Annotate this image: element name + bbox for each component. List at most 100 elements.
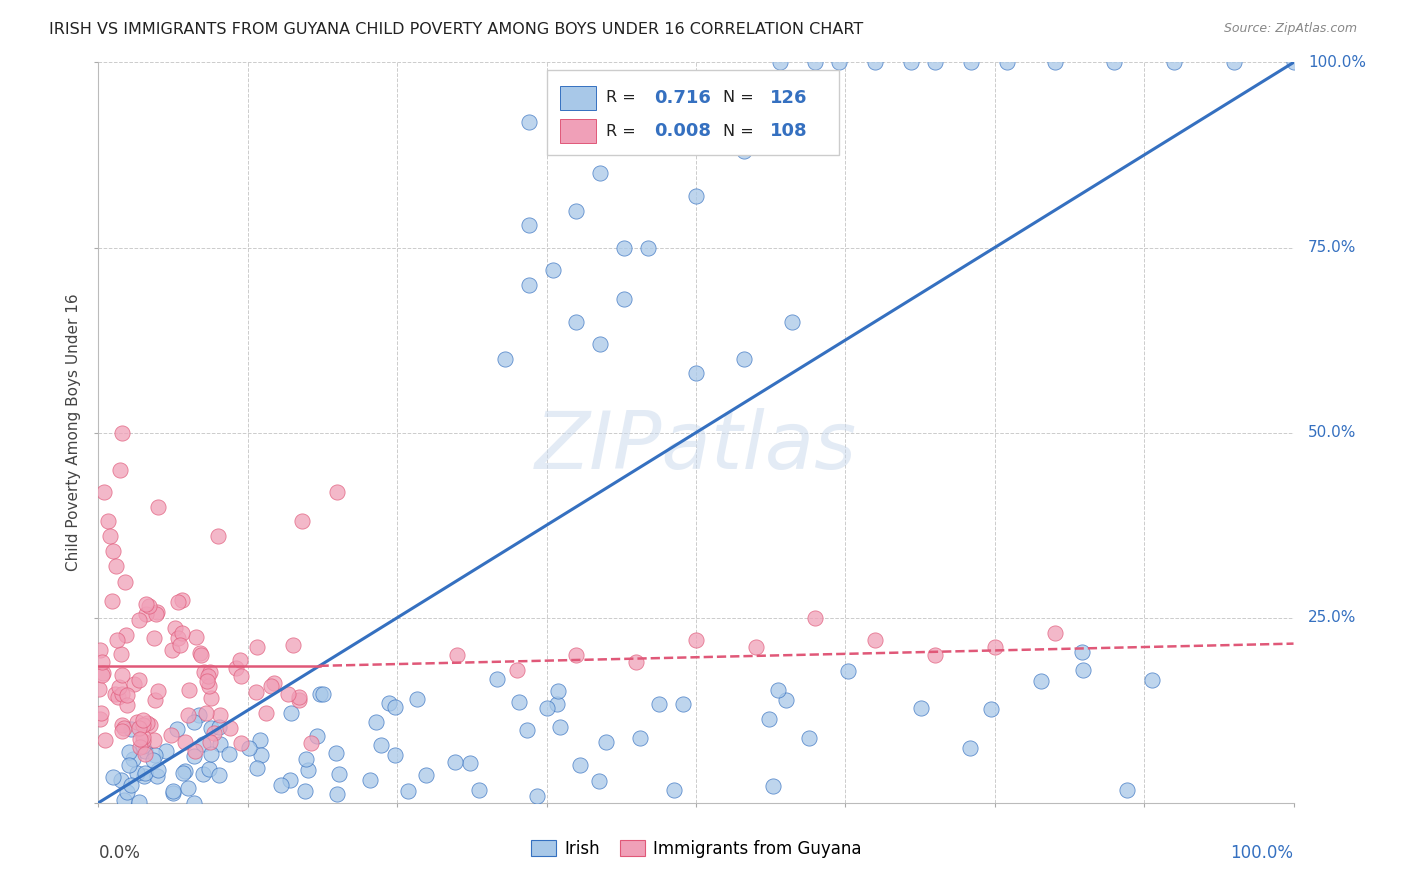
Point (263, 675, 285, 690)
Text: 100.0%: 100.0% (1230, 844, 1294, 862)
Point (396, 784, 419, 798)
Point (294, 783, 316, 797)
Point (328, 767, 350, 781)
Point (132, 717, 155, 731)
Point (108, 462, 131, 476)
Point (281, 638, 304, 652)
Point (132, 769, 155, 783)
Point (148, 684, 170, 698)
Point (218, 747, 240, 761)
Point (377, 696, 399, 710)
Point (526, 789, 548, 804)
Point (198, 665, 221, 679)
Point (143, 747, 166, 762)
Point (546, 697, 568, 711)
Point (112, 721, 135, 735)
Text: 75.0%: 75.0% (1308, 240, 1357, 255)
Point (132, 730, 155, 744)
Point (122, 677, 145, 691)
Point (129, 731, 152, 746)
Point (260, 679, 283, 693)
Point (797, 731, 820, 745)
Point (163, 622, 186, 636)
Point (1071, 663, 1094, 677)
Point (238, 740, 260, 755)
Point (924, 648, 946, 662)
Point (101, 593, 124, 607)
Point (114, 574, 136, 589)
Text: 0.716: 0.716 (654, 89, 711, 107)
Point (200, 721, 222, 735)
Point (111, 687, 134, 701)
Point (177, 708, 200, 723)
Point (613, 240, 636, 255)
Point (117, 688, 139, 702)
Text: 126: 126 (770, 89, 807, 107)
Point (733, 351, 755, 366)
Point (1043, 55, 1066, 70)
Point (1140, 673, 1163, 688)
Point (128, 796, 150, 810)
Text: 100.0%: 100.0% (1308, 55, 1365, 70)
Point (195, 706, 218, 720)
Point (1071, 645, 1094, 659)
Point (134, 743, 156, 757)
Point (118, 757, 141, 772)
Point (733, 145, 755, 159)
Point (685, 632, 707, 647)
Point (1029, 673, 1052, 688)
Point (1043, 625, 1066, 640)
Point (384, 699, 406, 714)
Point (295, 752, 318, 766)
Point (995, 55, 1018, 70)
Point (89, 712, 111, 726)
Point (162, 786, 184, 800)
Point (89, 682, 111, 697)
Point (291, 515, 314, 529)
Point (565, 648, 588, 662)
FancyBboxPatch shape (560, 120, 596, 143)
Point (172, 626, 194, 640)
Point (148, 763, 170, 777)
Point (122, 752, 145, 766)
Text: Source: ZipAtlas.com: Source: ZipAtlas.com (1223, 22, 1357, 36)
Point (865, 55, 887, 70)
Point (517, 114, 540, 128)
Point (588, 773, 610, 788)
Point (589, 166, 612, 180)
Point (125, 714, 148, 729)
Point (177, 780, 200, 795)
Point (685, 367, 707, 381)
Point (208, 720, 231, 734)
Point (166, 722, 188, 736)
Point (200, 690, 222, 705)
Point (1282, 55, 1305, 70)
Point (177, 682, 200, 697)
Point (104, 687, 127, 701)
Point (101, 544, 124, 558)
Point (191, 767, 214, 781)
Text: 50.0%: 50.0% (1308, 425, 1357, 440)
Point (219, 721, 242, 735)
Point (762, 780, 785, 794)
Point (111, 667, 134, 681)
Point (444, 755, 467, 769)
Point (208, 708, 231, 723)
Point (207, 529, 229, 543)
Point (160, 728, 183, 742)
Point (865, 632, 887, 647)
Point (132, 734, 155, 748)
Point (93, 732, 115, 747)
Point (146, 605, 169, 619)
Point (107, 690, 129, 704)
Point (207, 767, 229, 781)
Text: ZIPatlas: ZIPatlas (534, 409, 858, 486)
Point (162, 784, 184, 798)
Point (183, 749, 205, 764)
Point (288, 690, 311, 704)
Point (131, 713, 153, 727)
Point (828, 55, 851, 70)
Point (231, 668, 253, 682)
Point (170, 592, 193, 607)
Point (169, 638, 191, 652)
